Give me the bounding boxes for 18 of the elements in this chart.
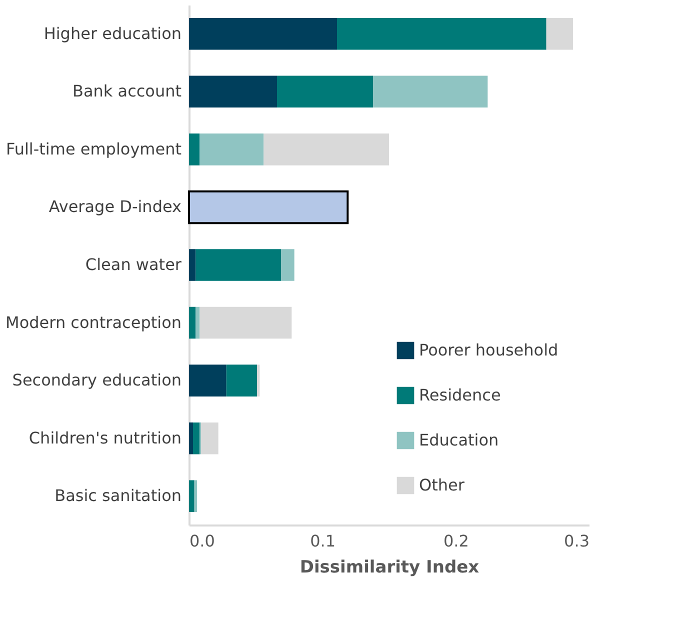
x-tick-label: 0.1	[310, 532, 336, 550]
legend-label: Residence	[419, 386, 501, 404]
y-tick-label: Full-time employment	[6, 139, 182, 158]
legend-label: Poorer household	[419, 340, 558, 360]
y-tick-label: Average D-index	[48, 197, 182, 216]
y-tick-label: Bank account	[72, 82, 182, 101]
y-tick-label: Higher education	[44, 24, 182, 43]
x-tick-label: 0.0	[190, 532, 215, 550]
y-tick-label: Children's nutrition	[28, 428, 182, 448]
legend-label: Education	[419, 430, 499, 450]
y-tick-label: Modern contraception	[6, 312, 182, 332]
y-tick-label: Basic sanitation	[54, 486, 182, 506]
x-tick-label: 0.3	[564, 532, 590, 550]
legend-label: Other	[419, 476, 465, 494]
x-tick-label: 0.2	[443, 532, 469, 550]
y-tick-label: Secondary education	[12, 370, 182, 390]
x-axis-title: Dissimilarity Index	[300, 558, 480, 578]
y-tick-label: Clean water	[85, 255, 182, 274]
